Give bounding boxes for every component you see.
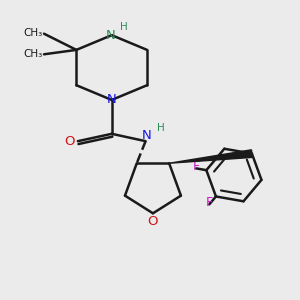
Text: N: N [105, 29, 115, 42]
Text: F: F [206, 196, 213, 209]
Text: CH₃: CH₃ [23, 49, 43, 59]
Text: O: O [148, 215, 158, 228]
Text: H: H [120, 22, 128, 32]
Text: CH₃: CH₃ [23, 28, 43, 38]
Text: N: N [142, 129, 152, 142]
Polygon shape [169, 150, 252, 163]
Text: O: O [64, 135, 75, 148]
Text: N: N [107, 93, 117, 106]
Text: H: H [157, 123, 165, 133]
Text: F: F [193, 160, 200, 173]
